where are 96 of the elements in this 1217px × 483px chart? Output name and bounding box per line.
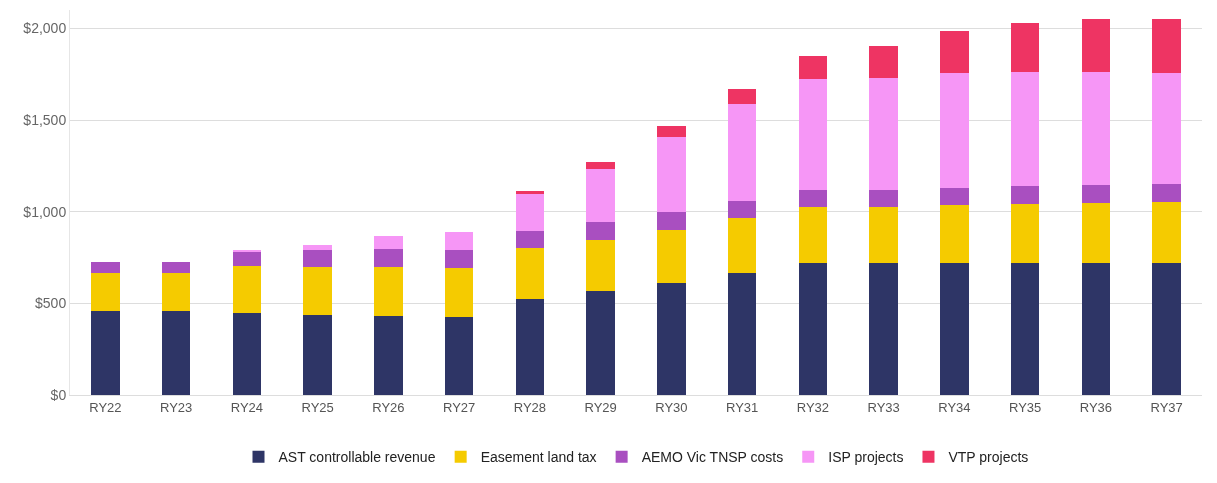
bar [1081, 72, 1111, 186]
bar [798, 78, 828, 190]
bar [444, 250, 474, 268]
bar [444, 231, 474, 251]
bar [1010, 263, 1040, 395]
bar [161, 262, 191, 274]
bar [515, 298, 545, 395]
bar [940, 263, 969, 395]
bar [515, 230, 545, 249]
bar [515, 248, 545, 299]
bar [798, 207, 828, 263]
bar [1081, 202, 1111, 263]
bar [869, 45, 898, 78]
bar [586, 168, 615, 222]
bar [727, 104, 757, 201]
bar [657, 125, 686, 137]
x-tick-label: RY37 [1150, 399, 1183, 415]
x-tick-label: RY31 [725, 399, 759, 415]
y-tick-label: $0 [50, 386, 67, 403]
bar [374, 316, 403, 395]
bar [727, 88, 757, 105]
y-tick-label: $1,500 [23, 111, 67, 128]
bar [940, 205, 969, 263]
x-tick-label: RY36 [1079, 399, 1113, 415]
bar [1010, 22, 1040, 73]
bar [1081, 19, 1111, 73]
x-tick-label: RY27 [442, 399, 476, 415]
legend-label: AST controllable revenue [278, 449, 436, 466]
bar [727, 218, 757, 274]
legend-label: AEMO Vic TNSP costs [641, 449, 784, 466]
bar [374, 249, 403, 267]
x-tick-label: RY26 [372, 399, 405, 415]
bar [232, 265, 262, 314]
bar [869, 207, 898, 263]
bar [1010, 204, 1040, 263]
x-tick-label: RY25 [301, 399, 334, 415]
bar [303, 315, 332, 395]
bar [232, 313, 262, 395]
legend-label: Easement land tax [480, 449, 597, 466]
bar [374, 266, 403, 317]
bar [657, 283, 686, 395]
bar [161, 273, 191, 311]
bar [657, 136, 686, 212]
bar [1152, 73, 1181, 185]
bar [586, 221, 615, 241]
x-tick-label: RY22 [89, 399, 122, 415]
x-tick-label: RY23 [159, 399, 193, 415]
legend-label: ISP projects [828, 449, 904, 466]
bar [161, 310, 191, 395]
bar [940, 73, 969, 188]
bar [869, 263, 898, 395]
bar [940, 187, 969, 206]
bar [374, 236, 403, 250]
bar [515, 194, 545, 231]
bar [727, 273, 757, 395]
bar [657, 211, 686, 230]
bar [869, 189, 898, 208]
bar [869, 77, 898, 190]
bar [444, 267, 474, 318]
bar [586, 162, 615, 169]
bar [1152, 263, 1181, 395]
bar [444, 317, 474, 395]
bar [586, 240, 615, 292]
bar [798, 189, 828, 208]
bar [657, 230, 686, 284]
x-tick-label: RY24 [230, 399, 264, 415]
bar [1010, 72, 1040, 186]
bar [303, 266, 332, 316]
x-tick-label: RY35 [1008, 399, 1042, 415]
bar [1081, 263, 1111, 395]
bar [1152, 19, 1181, 74]
y-tick-label: $500 [35, 295, 67, 312]
bar [798, 263, 828, 395]
bar [91, 273, 120, 311]
bar [1081, 185, 1111, 203]
bar [586, 291, 615, 395]
bar [303, 250, 332, 267]
bar [798, 55, 828, 79]
y-tick-label: $2,000 [23, 20, 67, 37]
bar [91, 310, 120, 395]
bar [940, 31, 969, 74]
bar [303, 244, 332, 251]
bar [232, 251, 262, 266]
bar [1010, 186, 1040, 205]
x-tick-label: RY28 [513, 399, 547, 415]
x-tick-label: RY33 [867, 399, 900, 415]
bar [727, 200, 757, 219]
x-tick-label: RY32 [796, 399, 830, 415]
x-tick-label: RY34 [938, 399, 971, 415]
legend-label: VTP projects [948, 449, 1029, 466]
bar [1152, 184, 1181, 202]
x-tick-label: RY29 [584, 399, 617, 415]
x-tick-label: RY30 [655, 399, 688, 415]
bar [91, 262, 120, 274]
bar [1152, 201, 1181, 263]
y-tick-label: $1,000 [23, 203, 67, 220]
